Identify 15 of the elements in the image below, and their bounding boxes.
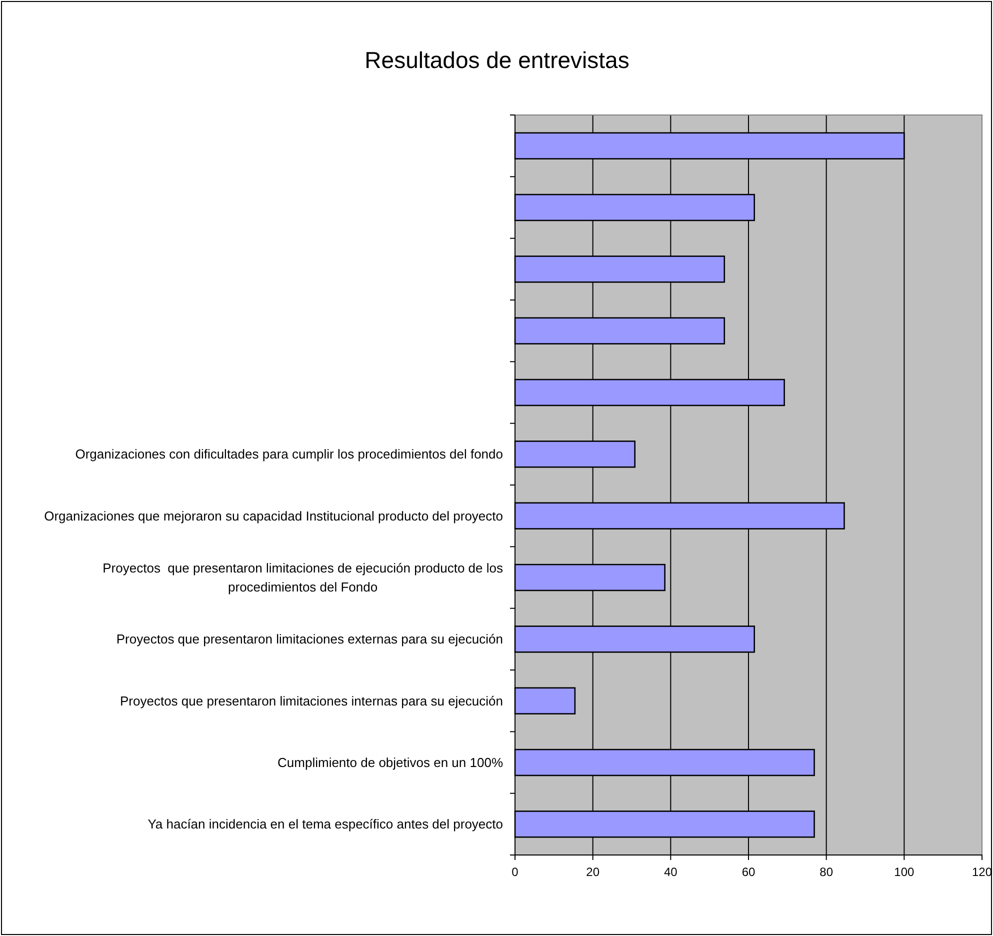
y-tick-label: Proyectos que presentaron limitaciones externas para su ejecución: [116, 632, 503, 647]
y-tick-label: Proyectos que presentaron limitaciones internas para su ejecución: [120, 693, 503, 708]
x-tick-label: 100: [894, 865, 914, 880]
y-tick-label: Cumplimiento de objetivos en un 100%: [278, 755, 504, 770]
x-tick-label: 80: [820, 865, 834, 880]
y-tick-label: Organizaciones con dificultades para cumplir los procedimientos del fondo: [75, 446, 503, 462]
x-tick-label: 60: [742, 865, 756, 880]
x-tick-label: 40: [664, 865, 678, 880]
chart-title: Resultados de entrevistas: [364, 47, 630, 73]
y-tick-label: Organizaciones que mejoraron su capacidad Institucional producto del proyecto: [44, 508, 503, 524]
y-tick-label: Ya hacían incidencia en el tema específico antes del proyecto: [148, 816, 503, 832]
x-tick-label: 120: [972, 865, 992, 880]
x-tick-label: 0: [512, 865, 519, 880]
y-tick-label: Proyectos que presentaron limitaciones de ejecución producto de los procedimientos del Fondo: [102, 560, 504, 594]
x-tick-label: 20: [586, 865, 600, 880]
